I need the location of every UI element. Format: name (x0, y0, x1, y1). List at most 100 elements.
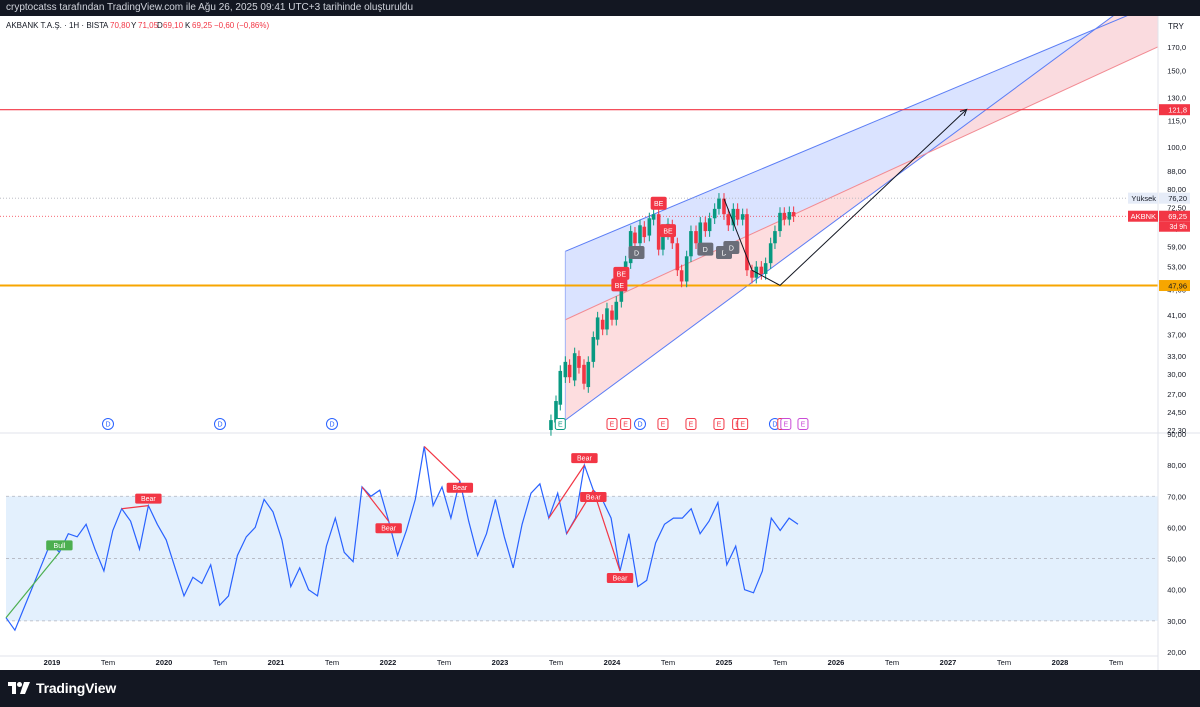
time-tick-label: Tem (213, 658, 227, 667)
candle-body (763, 263, 768, 274)
candle-body (731, 208, 736, 226)
footer-bar (0, 670, 1200, 707)
event-marker: E (797, 418, 809, 430)
candle-body (661, 234, 665, 250)
support-badge-bg (1159, 280, 1190, 292)
last-price-badge-bg (1159, 210, 1190, 222)
bear-engulfing-label: BE (650, 196, 667, 210)
bear-engulfing-label: BE (611, 278, 628, 292)
candle-body (768, 243, 773, 264)
currency-label: TRY (1168, 22, 1185, 31)
bear-divergence-label-text: Bear (613, 576, 628, 583)
bull-divergence-label-box (46, 540, 73, 551)
price-pane[interactable]: BEBEBEBEDDDDDDDEEEDEEEEEDEEE (0, 16, 1200, 436)
time-tick-label: 2027 (940, 658, 957, 667)
event-marker-circle (102, 418, 114, 430)
bear-divergence-label: Bear (566, 489, 607, 534)
event-marker: E (713, 418, 725, 430)
bear-divergence-label: Bear (361, 486, 402, 534)
rsi-tick-label: 70,00 (1167, 492, 1186, 501)
candle-body (586, 361, 591, 388)
tradingview-logo[interactable]: TradingView (8, 676, 116, 700)
time-tick-label: 2025 (716, 658, 733, 667)
candle-body (549, 420, 553, 430)
event-marker-box (737, 418, 749, 430)
event-marker-text: E (610, 422, 615, 429)
last-price-badge-countdown-bg (1159, 221, 1190, 232)
bear-divergence-label-box (571, 453, 598, 464)
candle-body (605, 308, 609, 330)
candle-body (591, 337, 596, 362)
ohlc-high-label: Y (131, 21, 137, 30)
chart-area[interactable]: BEBEBEBEDDDDDDDEEEDEEEEEDEEE BullBearBea… (0, 16, 1200, 670)
price-tick-label: 115,0 (1168, 117, 1186, 126)
bear-divergence-label-box (375, 523, 402, 534)
bear-engulfing-label: BE (613, 266, 630, 280)
ohlc-open-label: A (103, 21, 109, 30)
channel-mid-line (565, 46, 1159, 321)
bear-divergence-label-box (135, 493, 162, 504)
rsi-pane[interactable]: Bull Bear Bear Bear Bear Bear Bear (5, 446, 1158, 632)
time-tick-label: 2020 (156, 658, 173, 667)
candle-body (717, 198, 721, 209)
event-marker-box (713, 418, 725, 430)
event-marker-circle (214, 418, 226, 430)
candle-body (577, 356, 581, 368)
event-marker-box (554, 418, 566, 430)
support-badge: 47,96 (1159, 280, 1190, 292)
price-tick-label: 80,00 (1167, 185, 1186, 194)
price-tick-label: 100,0 (1167, 143, 1186, 152)
time-tick-label: 2026 (828, 658, 845, 667)
candle-body (740, 214, 745, 220)
bear-divergence-label-box (606, 573, 634, 584)
last-price-badge: 69,25 3d 9h (1159, 210, 1190, 232)
event-marker-box (606, 418, 618, 430)
price-tick-label: 53,00 (1167, 263, 1186, 272)
symbol-title: AKBANK T.A.Ş. · 1H · BIST (6, 21, 104, 30)
candle-body (642, 226, 647, 238)
bear-divergence-label-line (423, 446, 461, 482)
time-tick-label: Tem (885, 658, 899, 667)
event-marker: E (780, 418, 792, 430)
candle-body (707, 218, 712, 232)
annotation-text: D (634, 250, 639, 257)
candle-body (750, 270, 754, 278)
annotation-text: BE (615, 283, 625, 290)
annotation-box (611, 278, 628, 292)
candle-body (633, 232, 637, 244)
ohlc-open: 70,80 (110, 21, 131, 30)
high-badge-text: 76,20 (1168, 194, 1187, 203)
candle-body (698, 222, 703, 244)
time-tick-label: 2024 (604, 658, 622, 667)
event-marker: E (554, 418, 566, 430)
event-marker: E (657, 418, 669, 430)
channel-upper-line (565, 16, 1128, 252)
price-tick-label: 170,0 (1167, 43, 1186, 52)
candle-body (684, 256, 689, 282)
event-marker-text: E (740, 422, 745, 429)
event-marker: E (620, 418, 632, 430)
candle-body (773, 231, 777, 244)
event-marker-text: D (772, 422, 777, 429)
doji-label: D (697, 242, 714, 256)
ohlc-change: −0,60 (−0,86%) (214, 21, 269, 30)
time-tick-label: Tem (101, 658, 115, 667)
annotation-text: D (721, 250, 726, 257)
event-marker: D (214, 418, 226, 430)
channel-lower-line (565, 16, 1114, 421)
last-name-tag-bg (1128, 210, 1158, 222)
candle-body (759, 266, 764, 274)
projection-path (723, 109, 968, 286)
ohlc-high: 71,05 (138, 21, 159, 30)
event-marker-text: E (783, 422, 788, 429)
price-tick-label: 59,00 (1167, 242, 1186, 251)
event-marker: D (102, 418, 114, 430)
high-badge-bg (1159, 192, 1190, 204)
candle-body (582, 364, 586, 384)
annotation-box (628, 245, 645, 259)
channel-lower-fill (565, 16, 1158, 421)
snapshot-credit: cryptocatss tarafından TradingView.com i… (6, 2, 414, 13)
candle-body (647, 218, 652, 236)
annotation-box (650, 196, 667, 210)
time-tick-label: Tem (549, 658, 563, 667)
